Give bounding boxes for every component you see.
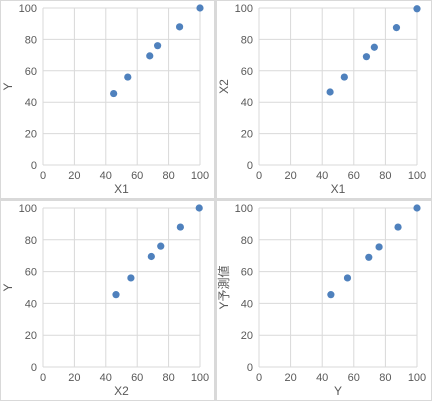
x-tick-label: 60 bbox=[131, 372, 143, 384]
data-point bbox=[146, 52, 154, 60]
y-axis-title: X2 bbox=[217, 79, 231, 94]
x-axis-title: X1 bbox=[331, 182, 346, 196]
y-tick-label: 60 bbox=[241, 66, 253, 78]
y-tick-label: 80 bbox=[25, 235, 37, 247]
x-tick-label: 40 bbox=[316, 170, 328, 182]
y-tick-label: 20 bbox=[25, 330, 37, 342]
data-point bbox=[327, 291, 335, 299]
x-tick-label: 20 bbox=[284, 170, 296, 182]
x-tick-label: 100 bbox=[191, 372, 209, 384]
y-tick-label: 0 bbox=[31, 362, 37, 374]
x-axis-title: X2 bbox=[114, 384, 129, 398]
x-tick-label: 40 bbox=[100, 170, 112, 182]
y-tick-label: 0 bbox=[247, 362, 253, 374]
data-points bbox=[326, 5, 421, 96]
data-point bbox=[370, 43, 378, 51]
y-tick-label: 100 bbox=[19, 3, 37, 15]
data-points bbox=[110, 4, 204, 98]
data-point bbox=[147, 252, 155, 261]
y-tick-label: 80 bbox=[241, 235, 253, 247]
scatter-plot-svg: 0 20 40 60 80 100 0 20 40 60 80 100 Y Y予測値 bbox=[217, 203, 426, 398]
data-point bbox=[392, 24, 401, 32]
x-tick-label: 40 bbox=[316, 372, 328, 384]
x-tick-label: 0 bbox=[40, 170, 46, 182]
data-point bbox=[413, 5, 421, 13]
y-axis-title: Y bbox=[1, 283, 15, 291]
data-point bbox=[127, 274, 135, 282]
x-tick-label: 60 bbox=[131, 170, 143, 182]
data-point bbox=[326, 88, 334, 96]
x-tick-label: 100 bbox=[191, 170, 209, 182]
y-tick-label: 60 bbox=[25, 267, 37, 279]
y-tick-label: 80 bbox=[25, 34, 37, 46]
y-tick-label: 80 bbox=[241, 34, 253, 46]
chart-panel-x1-vs-y: 0 20 40 60 80 100 0 20 40 60 80 100 X1 Y bbox=[1, 1, 214, 198]
gridlines bbox=[258, 7, 418, 166]
data-point bbox=[176, 223, 184, 231]
x-tick-label: 80 bbox=[162, 372, 174, 384]
data-point bbox=[195, 204, 203, 212]
x-tick-label: 60 bbox=[348, 170, 360, 182]
gridlines bbox=[258, 207, 418, 368]
x-tick-label: 40 bbox=[100, 372, 112, 384]
gridlines bbox=[42, 207, 201, 368]
y-tick-label: 100 bbox=[235, 203, 253, 215]
y-tick-label: 40 bbox=[241, 97, 253, 109]
x-tick-label: 0 bbox=[256, 372, 262, 384]
data-point bbox=[413, 204, 421, 212]
x-axis-title: Y bbox=[334, 384, 342, 398]
data-point bbox=[112, 291, 120, 299]
x-tick-label: 80 bbox=[379, 170, 391, 182]
scatter-plot-svg: 0 20 40 60 80 100 0 20 40 60 80 100 X2 Y bbox=[1, 203, 209, 398]
y-tick-label: 20 bbox=[241, 330, 253, 342]
y-tick-label: 40 bbox=[25, 97, 37, 109]
x-tick-label: 0 bbox=[40, 372, 46, 384]
x-tick-label: 80 bbox=[162, 170, 174, 182]
y-tick-label: 20 bbox=[25, 129, 37, 141]
y-tick-label: 40 bbox=[241, 298, 253, 310]
data-point bbox=[154, 42, 162, 50]
data-point bbox=[175, 23, 184, 31]
x-tick-label: 80 bbox=[379, 372, 391, 384]
y-tick-label: 0 bbox=[247, 160, 253, 172]
x-tick-label: 20 bbox=[68, 170, 80, 182]
y-tick-label: 100 bbox=[235, 3, 253, 15]
chart-panel-x1-vs-x2: 0 20 40 60 80 100 0 20 40 60 80 100 X1 X2 bbox=[217, 1, 431, 198]
scatter-plot-svg: 0 20 40 60 80 100 0 20 40 60 80 100 X1 Y bbox=[1, 3, 209, 196]
x-tick-label: 100 bbox=[408, 372, 426, 384]
data-point bbox=[196, 4, 204, 12]
y-axis-title: Y予測値 bbox=[217, 265, 231, 309]
y-tick-label: 20 bbox=[241, 129, 253, 141]
gridlines bbox=[42, 7, 201, 166]
data-points bbox=[112, 204, 203, 299]
data-point bbox=[362, 53, 371, 61]
data-point bbox=[340, 73, 348, 81]
y-tick-label: 40 bbox=[25, 298, 37, 310]
data-points bbox=[327, 204, 421, 299]
data-point bbox=[124, 73, 132, 81]
y-axis-title: Y bbox=[1, 82, 15, 90]
scatter-plot-svg: 0 20 40 60 80 100 0 20 40 60 80 100 X1 X2 bbox=[217, 3, 426, 196]
y-tick-label: 100 bbox=[19, 203, 37, 215]
y-tick-label: 60 bbox=[25, 66, 37, 78]
chart-panel-y-vs-ypred: 0 20 40 60 80 100 0 20 40 60 80 100 Y Y予測値 bbox=[217, 201, 431, 400]
x-tick-label: 0 bbox=[256, 170, 262, 182]
data-point bbox=[375, 243, 383, 251]
data-point bbox=[110, 89, 118, 98]
x-tick-label: 20 bbox=[284, 372, 296, 384]
data-point bbox=[157, 242, 165, 250]
data-point bbox=[343, 274, 352, 282]
x-tick-label: 20 bbox=[68, 372, 80, 384]
chart-panel-x2-vs-y: 0 20 40 60 80 100 0 20 40 60 80 100 X2 Y bbox=[1, 201, 214, 400]
x-tick-label: 100 bbox=[408, 170, 426, 182]
x-tick-label: 60 bbox=[348, 372, 360, 384]
y-tick-label: 0 bbox=[31, 160, 37, 172]
data-point bbox=[394, 223, 402, 231]
y-tick-label: 60 bbox=[241, 267, 253, 279]
data-point bbox=[365, 253, 373, 261]
x-axis-title: X1 bbox=[114, 182, 129, 196]
